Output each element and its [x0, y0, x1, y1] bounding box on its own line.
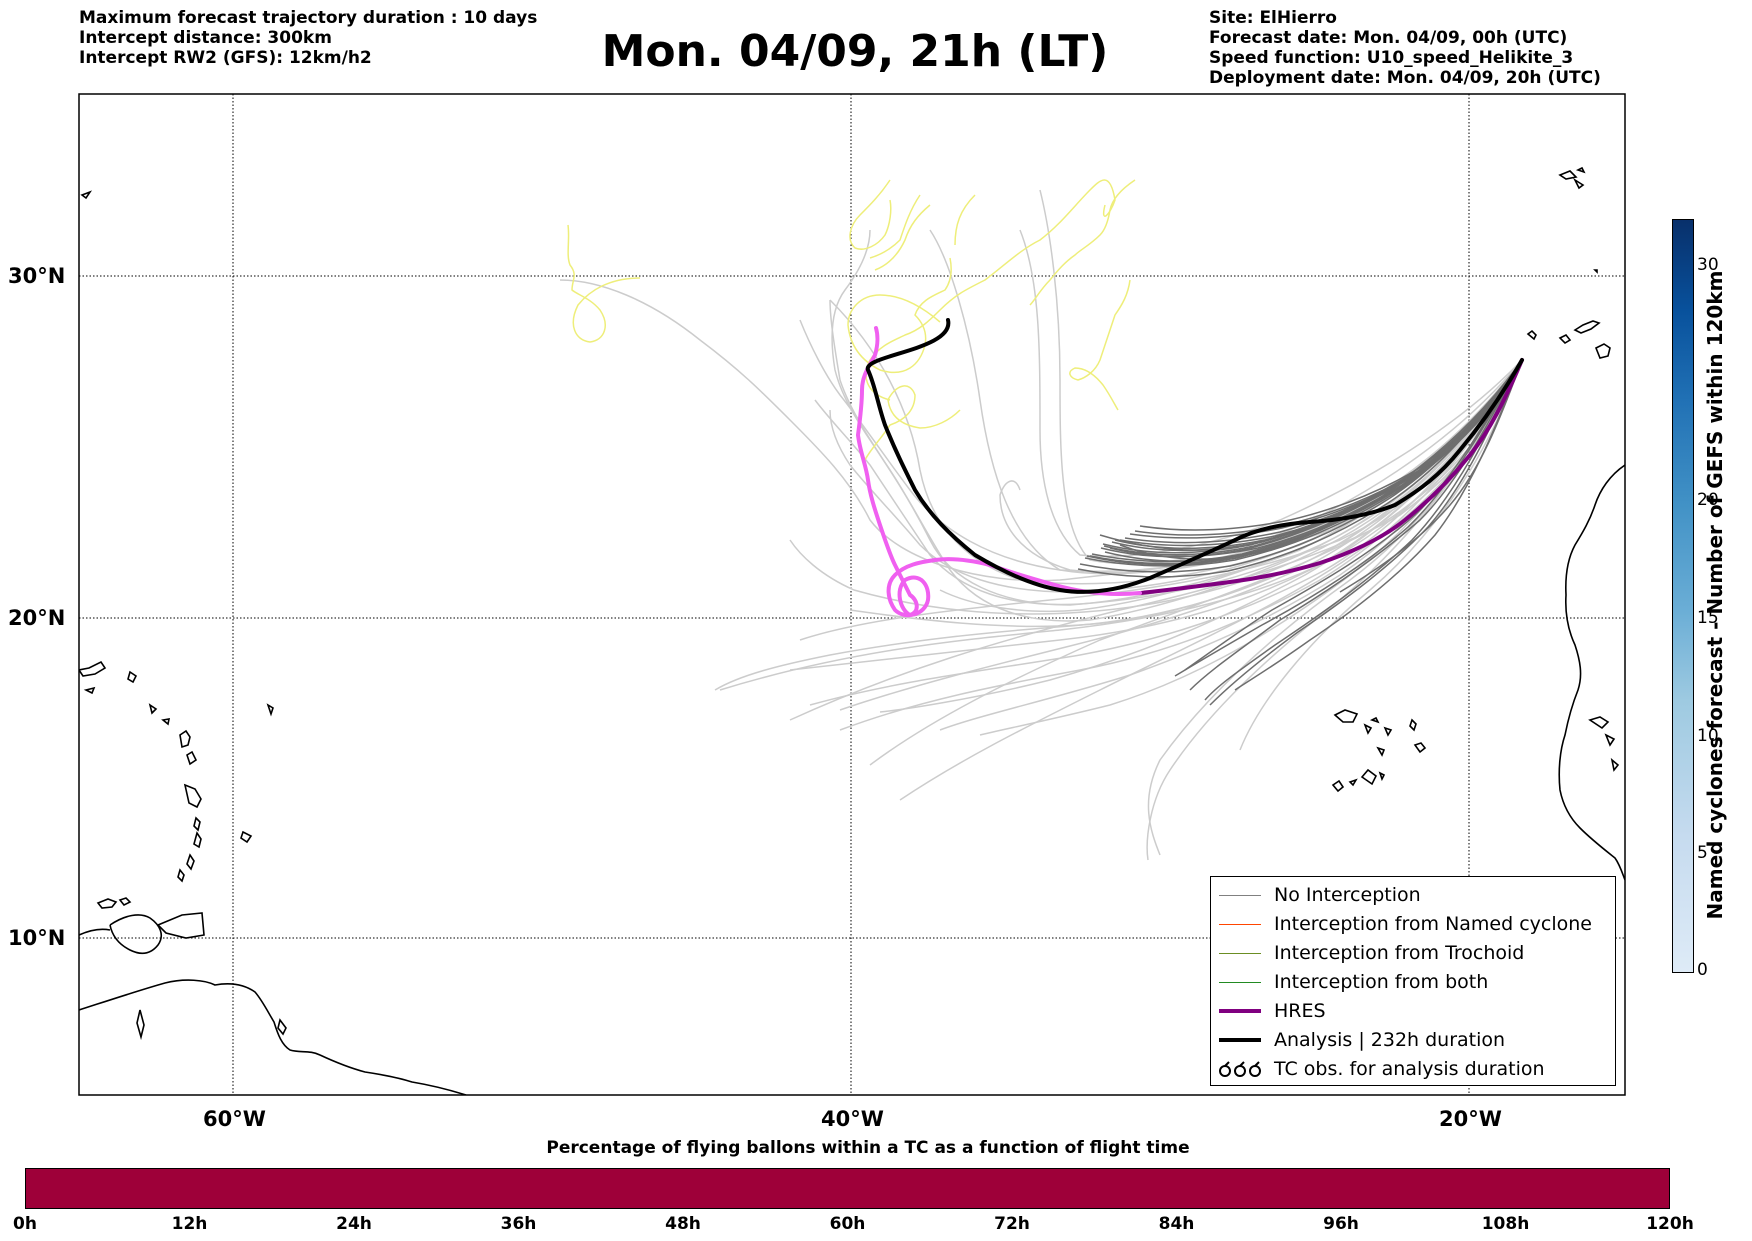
progress-tick: 60h	[829, 1214, 866, 1234]
colorbar-tick: 0	[1697, 960, 1708, 980]
max-duration-text: Maximum forecast trajectory duration : 1…	[79, 8, 538, 28]
legend-item-hres: HRES	[1211, 997, 1615, 1026]
progress-tick: 24h	[336, 1214, 372, 1234]
deployment-date-text: Deployment date: Mon. 04/09, 20h (UTC)	[1209, 68, 1601, 88]
colorbar-tick: 20	[1697, 490, 1719, 510]
hres-trajectory	[855, 326, 1524, 618]
trinidad-island	[156, 912, 205, 939]
progress-title: Percentage of flying ballons within a TC…	[546, 1138, 1190, 1158]
legend-item-tc-obs: TC obs. for analysis duration	[1211, 1055, 1615, 1084]
progress-tick: 0h	[13, 1214, 37, 1234]
lon-label-40w: 40°W	[821, 1107, 884, 1131]
site-text: Site: ElHierro	[1209, 8, 1337, 28]
colorbar-tick: 5	[1697, 843, 1708, 863]
coastlines	[79, 166, 1625, 1095]
colorbar-tick: 10	[1697, 726, 1719, 746]
progress-tick: 120h	[1646, 1214, 1694, 1234]
venezuela-peninsula	[109, 914, 162, 955]
progress-tick: 96h	[1323, 1214, 1359, 1234]
legend-item-named-cyclone: Interception from Named cyclone	[1211, 910, 1615, 939]
legend: No Interception Interception from Named …	[1210, 876, 1616, 1086]
progress-tick: 12h	[171, 1214, 208, 1234]
south-america-coast	[79, 979, 467, 1095]
canary-islands	[1526, 329, 1537, 341]
page-title: Mon. 04/09, 21h (LT)	[601, 26, 1109, 77]
lat-label-10n: 10°N	[8, 926, 66, 950]
lon-label-20w: 20°W	[1439, 1107, 1502, 1131]
intercept-distance-text: Intercept distance: 300km	[79, 28, 332, 48]
colorbar	[1672, 219, 1694, 973]
legend-item-trochoid: Interception from Trochoid	[1211, 939, 1615, 968]
speed-function-text: Speed function: U10_speed_Helikite_3	[1209, 48, 1574, 68]
header-left: Maximum forecast trajectory duration : 1…	[79, 8, 537, 68]
legend-item-no-interception: No Interception	[1211, 881, 1615, 910]
progress-tick: 48h	[665, 1214, 701, 1234]
progress-tick: 72h	[994, 1214, 1030, 1234]
lon-label-60w: 60°W	[203, 1107, 266, 1131]
legend-item-both: Interception from both	[1211, 968, 1615, 997]
legend-item-analysis: Analysis | 232h duration	[1211, 1026, 1615, 1055]
colombia-coast	[79, 928, 111, 936]
colorbar-tick: 15	[1697, 608, 1719, 628]
cape-verde-islands	[1333, 709, 1359, 723]
tc-symbol-icon	[1219, 1061, 1261, 1077]
progress-tick: 84h	[1158, 1214, 1195, 1234]
intercept-rw2-text: Intercept RW2 (GFS): 12km/h2	[79, 48, 372, 68]
lat-label-30n: 30°N	[8, 264, 66, 288]
progress-tick: 36h	[500, 1214, 537, 1234]
africa-coast	[1558, 464, 1625, 881]
lat-label-20n: 20°N	[8, 606, 66, 630]
analysis-trajectory	[865, 318, 1524, 594]
colorbar-tick: 30	[1697, 255, 1719, 275]
gefs-trajectories	[559, 189, 1523, 861]
progress-bar	[25, 1168, 1670, 1209]
forecast-date-text: Forecast date: Mon. 04/09, 00h (UTC)	[1209, 28, 1568, 48]
colorbar-title: Named cyclones forecast - Number of GEFS…	[1703, 270, 1727, 920]
progress-tick: 108h	[1481, 1214, 1530, 1234]
header-right: Site: ElHierro Forecast date: Mon. 04/09…	[1209, 8, 1601, 88]
